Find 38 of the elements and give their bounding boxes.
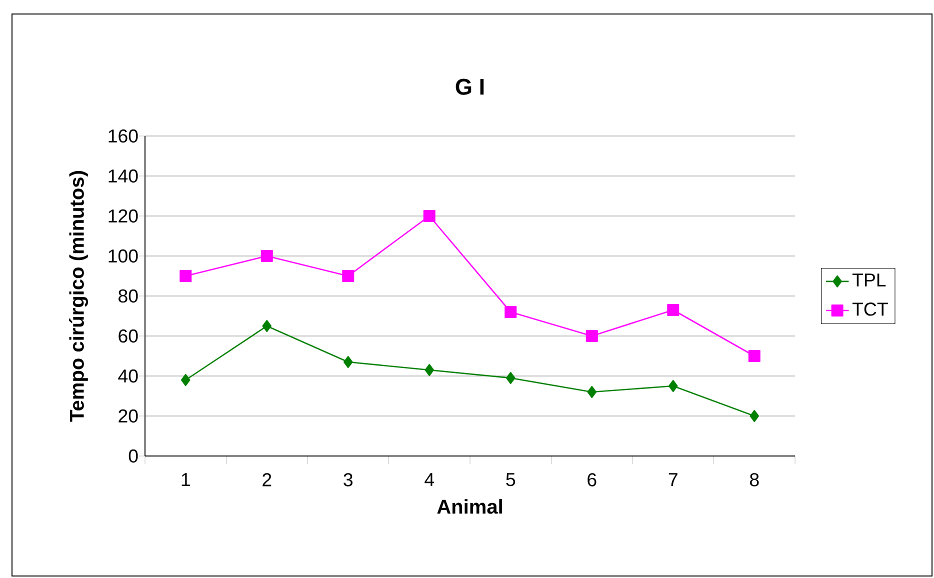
legend-label: TPL: [852, 274, 886, 286]
point: [262, 320, 272, 332]
x-tick-label: 5: [506, 473, 516, 486]
x-tick-label: 6: [588, 473, 596, 486]
y-tick-label: 140: [108, 169, 138, 183]
point: [748, 350, 760, 362]
y-tick-label: 40: [118, 369, 138, 383]
x-tick-label: 3: [344, 473, 352, 486]
y-tick-label: 20: [118, 409, 138, 423]
point: [343, 356, 353, 368]
point: [750, 410, 760, 422]
x-tick-label: 2: [262, 473, 272, 486]
point: [342, 270, 354, 282]
point: [260, 250, 273, 262]
y-tick-label: 100: [108, 249, 138, 263]
x-tick-label: 7: [668, 473, 678, 486]
point: [587, 386, 597, 398]
x-tick-label: 1: [182, 473, 190, 486]
point: [180, 374, 190, 386]
x-axis-title: Animal: [437, 499, 502, 514]
y-tick-label: 0: [128, 449, 138, 463]
chart-title: G I: [456, 78, 484, 95]
y-tick-label: 80: [118, 289, 138, 303]
x-tick-label: 4: [424, 473, 434, 486]
point: [586, 330, 598, 342]
point: [423, 210, 436, 222]
point: [668, 380, 678, 392]
point: [424, 364, 434, 376]
point: [504, 306, 517, 318]
point: [506, 372, 516, 384]
y-tick-label: 160: [108, 129, 138, 143]
x-tick-label: 8: [750, 473, 759, 486]
y-tick-label: 120: [108, 209, 138, 223]
y-tick-label: 60: [118, 329, 138, 343]
y-axis-title: Tempo cirúrgico (minutos): [69, 171, 88, 422]
legend-label: TCT: [852, 302, 888, 316]
point: [667, 304, 680, 316]
point: [180, 270, 192, 282]
